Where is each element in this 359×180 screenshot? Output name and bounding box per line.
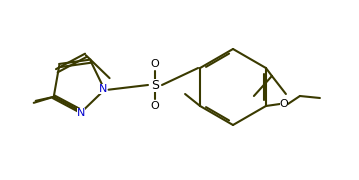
Text: O: O <box>151 101 159 111</box>
Text: N: N <box>76 108 85 118</box>
Text: O: O <box>280 99 288 109</box>
Text: N: N <box>98 84 107 94</box>
Text: S: S <box>151 78 159 91</box>
Text: O: O <box>151 59 159 69</box>
